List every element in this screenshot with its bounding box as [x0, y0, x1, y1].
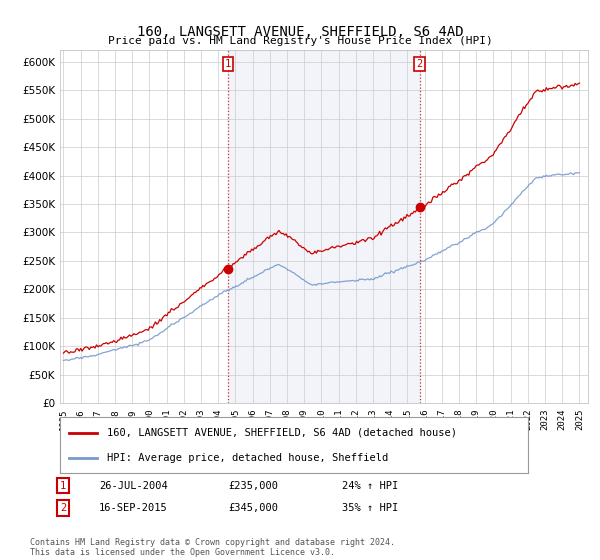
Text: 2: 2	[60, 503, 66, 513]
Text: HPI: Average price, detached house, Sheffield: HPI: Average price, detached house, Shef…	[107, 452, 388, 463]
Bar	[228, 50, 419, 403]
Text: Contains HM Land Registry data © Crown copyright and database right 2024.
This d: Contains HM Land Registry data © Crown c…	[30, 538, 395, 557]
Text: 35% ↑ HPI: 35% ↑ HPI	[342, 503, 398, 513]
Text: £235,000: £235,000	[228, 480, 278, 491]
Text: 2: 2	[416, 59, 423, 69]
Text: 160, LANGSETT AVENUE, SHEFFIELD, S6 4AD: 160, LANGSETT AVENUE, SHEFFIELD, S6 4AD	[137, 25, 463, 39]
Text: Price paid vs. HM Land Registry's House Price Index (HPI): Price paid vs. HM Land Registry's House …	[107, 36, 493, 46]
Text: 16-SEP-2015: 16-SEP-2015	[99, 503, 168, 513]
Text: 1: 1	[60, 480, 66, 491]
Text: 26-JUL-2004: 26-JUL-2004	[99, 480, 168, 491]
Text: £345,000: £345,000	[228, 503, 278, 513]
Text: 1: 1	[225, 59, 231, 69]
Text: 24% ↑ HPI: 24% ↑ HPI	[342, 480, 398, 491]
Text: 160, LANGSETT AVENUE, SHEFFIELD, S6 4AD (detached house): 160, LANGSETT AVENUE, SHEFFIELD, S6 4AD …	[107, 428, 457, 438]
